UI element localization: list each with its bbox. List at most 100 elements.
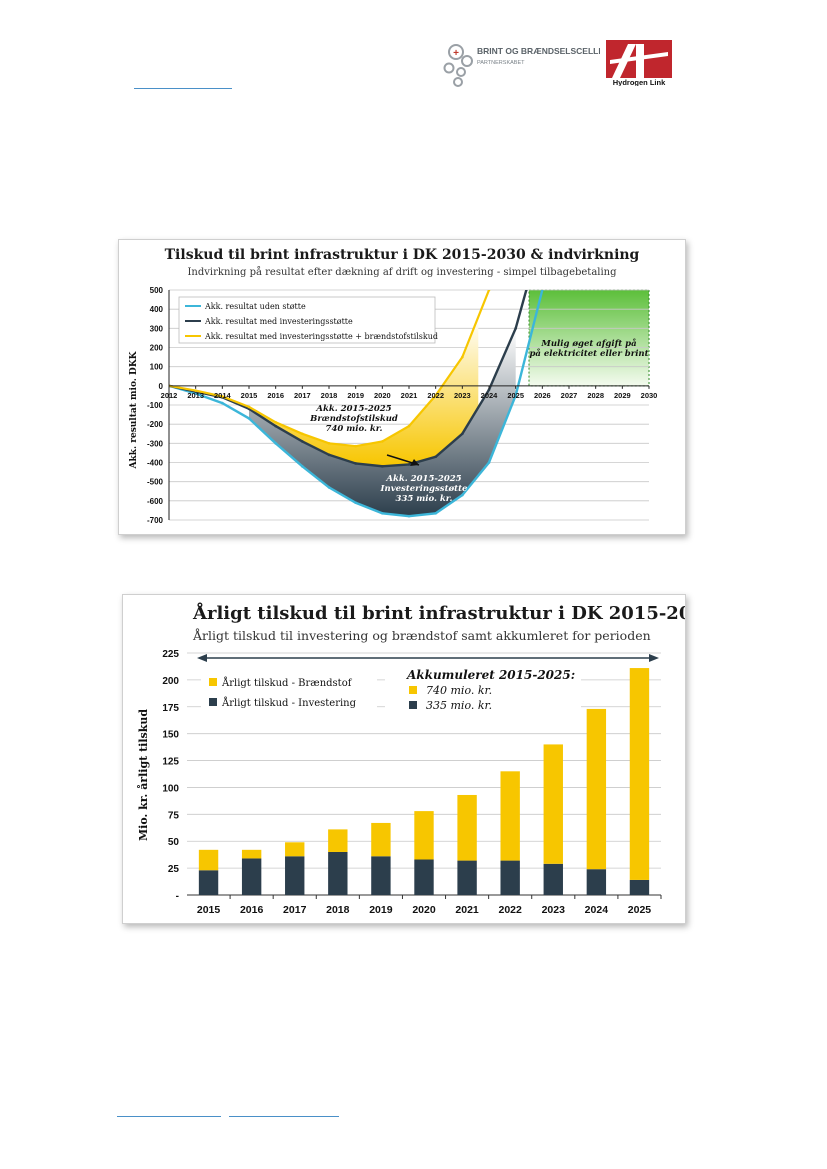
bar-investment — [500, 860, 520, 895]
series-line-investment-support-point — [514, 327, 517, 330]
chart1-title: Tilskud til brint infrastruktur i DK 201… — [165, 247, 640, 263]
accumulated-box — [385, 665, 581, 719]
link-underline-bottom-2[interactable] — [229, 1116, 339, 1117]
chart2-title: Årligt tilskud til brint infrastruktur i… — [192, 601, 685, 624]
x-tick-label: 2020 — [412, 904, 436, 916]
brand-logo-text: Hydrogen Link — [613, 78, 666, 86]
bar-fuel — [328, 829, 348, 852]
series-line-investment-fuel-point — [381, 440, 384, 443]
x-tick-label: 2020 — [374, 391, 391, 400]
series-line-no-support-point — [327, 486, 331, 489]
series-line-investment-support-point — [381, 465, 384, 468]
series-line-investment-fuel-point — [221, 395, 224, 398]
y-tick-label: 100 — [150, 363, 164, 372]
series-line-investment-fuel-point — [434, 394, 437, 397]
x-tick-label: 2017 — [294, 391, 311, 400]
x-tick-label: 2016 — [240, 904, 264, 916]
series-line-no-support-point — [381, 511, 384, 515]
bar-investment — [285, 856, 305, 895]
chart2-subtitle: Årligt tilskud til investering og brænds… — [192, 628, 651, 643]
chart1-ylabel: Akk. resultat mio. DKK — [129, 350, 139, 469]
annotation-fuel: 740 mio. kr. — [326, 424, 383, 434]
legend-label: Årligt tilskud - Brændstof — [221, 677, 353, 689]
x-tick-label: 2018 — [326, 904, 350, 916]
chart1-subtitle: Indvirkning på resultat efter dækning af… — [187, 266, 617, 278]
series-line-investment-fuel-point — [487, 290, 491, 292]
period-arrowhead-right — [649, 654, 659, 662]
annotation-fuel: Akk. 2015-2025 — [315, 404, 391, 414]
bar-fuel — [586, 708, 607, 870]
x-tick-label: 2019 — [369, 904, 393, 916]
x-tick-label: 2026 — [534, 391, 551, 400]
accumulated-title: Akkumuleret 2015-2025: — [406, 668, 575, 682]
bar-fuel — [543, 744, 563, 864]
series-line-no-support-point — [434, 511, 437, 515]
bar-fuel — [414, 811, 434, 860]
x-tick-label: 2016 — [267, 391, 284, 400]
accumulated-swatch — [409, 701, 417, 709]
series-line-no-support-point — [541, 290, 544, 292]
bar-fuel — [629, 668, 650, 880]
possible-tax-area — [528, 289, 650, 387]
x-tick-label: 2012 — [161, 391, 178, 400]
legend-label: Akk. resultat med investeringsstøtte + b… — [204, 332, 438, 341]
x-tick-label: 2022 — [427, 391, 444, 400]
x-tick-label: 2018 — [321, 391, 338, 400]
link-underline-bottom-1[interactable] — [117, 1116, 221, 1117]
x-tick-label: 2023 — [454, 391, 471, 400]
series-line-investment-support-point — [274, 424, 277, 428]
y-tick-label: 200 — [150, 344, 164, 353]
legend-swatch — [209, 698, 217, 706]
series-line-investment-fuel-point — [407, 424, 411, 428]
partner-logo-name: BRINT OG BRÆNDSELSCELLER — [477, 46, 600, 56]
hydrogen-link-logo: Hydrogen Link — [606, 40, 672, 87]
bar-investment — [543, 863, 563, 895]
y-tick-label: -700 — [147, 516, 164, 525]
legend-swatch — [209, 678, 217, 686]
bar-fuel — [241, 849, 262, 859]
annotation-investment: 335 mio. kr. — [396, 494, 453, 504]
series-line-no-support-point — [407, 514, 411, 518]
x-tick-label: 2023 — [542, 904, 566, 916]
bar-fuel — [457, 794, 477, 861]
chart1-legend — [178, 296, 436, 344]
series-line-investment-support-point — [407, 463, 411, 466]
y-tick-label: 25 — [168, 864, 180, 875]
series-line-investment-fuel-point — [354, 444, 357, 448]
link-underline-top[interactable] — [134, 88, 232, 89]
series-line-investment-support-point — [301, 440, 304, 443]
x-tick-label: 2015 — [197, 904, 221, 916]
y-tick-label: 100 — [162, 783, 179, 794]
bar-investment — [371, 856, 391, 895]
series-line-investment-fuel-point — [327, 442, 331, 445]
series-line-investment-fuel-point — [247, 405, 251, 409]
series-line-investment-support-point — [525, 290, 528, 292]
series-line-no-support-point — [354, 501, 357, 505]
y-tick-label: 150 — [162, 730, 179, 741]
x-tick-label: 2015 — [241, 391, 258, 400]
series-line-no-support-point — [301, 465, 304, 468]
x-tick-label: 2021 — [401, 391, 418, 400]
y-tick-label: 0 — [159, 382, 164, 391]
y-tick-label: -400 — [147, 459, 164, 468]
y-tick-label: -100 — [147, 401, 164, 410]
annotation-fuel: Brændstofstilskud — [309, 414, 398, 424]
svg-text:+: + — [453, 48, 459, 59]
period-arrowhead-left — [197, 654, 207, 662]
x-tick-label: 2027 — [561, 391, 578, 400]
series-line-investment-support-point — [487, 388, 491, 391]
y-tick-label: 200 — [162, 676, 179, 687]
bar-fuel — [371, 822, 391, 857]
x-tick-label: 2017 — [283, 904, 307, 916]
partner-logo-sub: PARTNERSKABET — [477, 60, 525, 66]
series-line-investment-support-point — [461, 432, 464, 436]
annual-stacked-bar-chart: Årligt tilskud til brint infrastruktur i… — [137, 601, 685, 916]
bar-investment — [241, 858, 262, 895]
series-line-no-support-point — [487, 461, 491, 464]
legend-label: Akk. resultat med investeringsstøtte — [204, 317, 353, 326]
annotation-tax: Mulig øget afgift på — [540, 337, 636, 349]
bar-fuel — [500, 771, 520, 861]
y-tick-label: 225 — [162, 649, 179, 660]
bar-investment — [328, 851, 348, 895]
bar-investment — [586, 869, 607, 895]
